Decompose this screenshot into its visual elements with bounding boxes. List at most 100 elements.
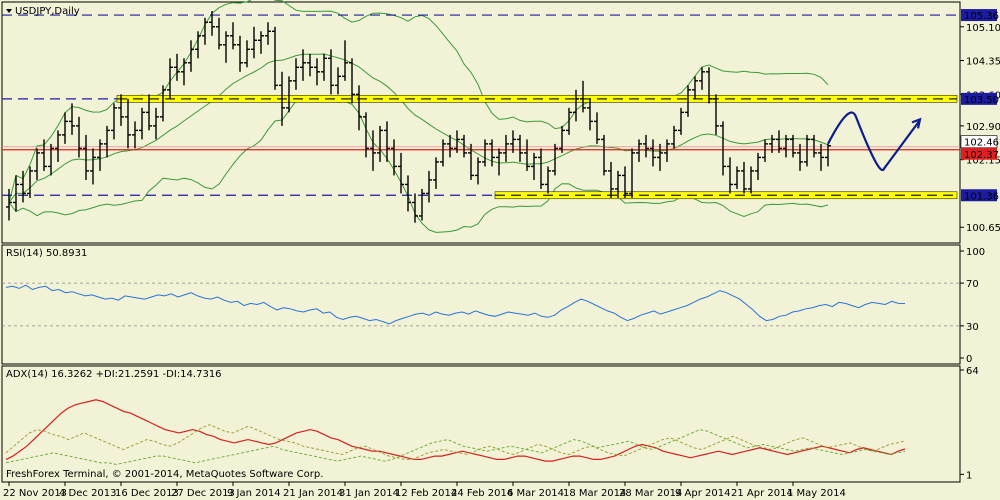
adx-title: ADX(14) 16.3262 +DI:21.2591 -DI:14.7316 xyxy=(6,369,222,380)
ohlc-bar xyxy=(545,166,551,194)
rsi-tick-label: 0 xyxy=(966,354,972,365)
ohlc-bar xyxy=(454,130,460,153)
x-tick-label: 21 Jan 2014 xyxy=(283,488,343,499)
ohlc-bar xyxy=(685,85,691,117)
ohlc-bar xyxy=(825,143,831,167)
ohlc-bar xyxy=(587,98,593,131)
ohlc-bar xyxy=(90,148,96,185)
ohlc-bar xyxy=(748,166,754,194)
ohlc-bar xyxy=(258,31,264,54)
ohlc-bar xyxy=(818,143,824,171)
ohlc-bar xyxy=(174,53,180,81)
ohlc-bar xyxy=(293,58,299,90)
price-label: 102.46 xyxy=(964,138,999,149)
ohlc-bar xyxy=(727,157,733,194)
ohlc-bar xyxy=(594,112,600,144)
ohlc-bar xyxy=(244,40,250,68)
ohlc-bar xyxy=(363,112,369,158)
ohlc-bar xyxy=(349,58,355,104)
x-tick-label: 9 Jan 2014 xyxy=(227,488,281,499)
ohlc-bar xyxy=(517,134,523,162)
ohlc-bar xyxy=(629,148,635,198)
ohlc-bar xyxy=(706,67,712,104)
ohlc-bar xyxy=(734,166,740,189)
x-tick-label: 21 Apr 2014 xyxy=(731,488,793,499)
ohlc-bar xyxy=(335,67,341,95)
ohlc-bar xyxy=(678,107,684,135)
ohlc-bar xyxy=(125,98,131,149)
ohlc-bar xyxy=(370,130,376,171)
ohlc-bar xyxy=(328,49,334,95)
ohlc-bar xyxy=(608,161,614,198)
ohlc-bar xyxy=(139,107,145,140)
y-tick-label: 102.90 xyxy=(966,122,1000,133)
ohlc-bar xyxy=(76,116,82,158)
x-tick-label: 28 Mar 2014 xyxy=(619,488,682,499)
adx-tick-label: 1 xyxy=(966,470,972,481)
y-tick-label: 100.65 xyxy=(966,223,1000,234)
ohlc-bar xyxy=(20,170,26,203)
ohlc-bar xyxy=(118,94,124,126)
rsi-tick-label: 70 xyxy=(966,279,979,290)
chart-title: USDJPY,Daily xyxy=(15,6,80,17)
ohlc-bar xyxy=(783,134,789,158)
x-tick-label: 6 Mar 2014 xyxy=(507,488,564,499)
x-tick-label: 22 Nov 2013 xyxy=(3,488,67,499)
ohlc-bar xyxy=(559,125,565,153)
ohlc-bar xyxy=(104,125,110,158)
ohlc-bar xyxy=(769,134,775,153)
y-tick-label: 104.35 xyxy=(966,57,1000,68)
rsi-line xyxy=(5,284,906,325)
projection-path xyxy=(827,111,920,172)
ohlc-bar xyxy=(300,49,306,81)
ohlc-bar xyxy=(447,134,453,158)
ohlc-bar xyxy=(426,170,432,203)
ohlc-bar xyxy=(27,166,33,198)
ohlc-bar xyxy=(398,152,404,194)
x-tick-label: 12 Feb 2014 xyxy=(395,488,457,499)
ohlc-bar xyxy=(636,139,642,162)
ohlc-bar xyxy=(237,35,243,72)
plus-di-line xyxy=(5,424,906,460)
ohlc-bar xyxy=(216,17,222,50)
ohlc-bar xyxy=(356,85,362,131)
panel-frame-2 xyxy=(1,244,961,365)
price-label: 105.36 xyxy=(964,11,999,22)
ohlc-bar xyxy=(643,134,649,158)
x-tick-label: 4 Dec 2013 xyxy=(59,488,117,499)
projection-arrowhead xyxy=(911,117,922,129)
ohlc-bar xyxy=(566,107,572,135)
price-label-box xyxy=(961,9,997,22)
ohlc-bar xyxy=(538,148,544,189)
ohlc-bar xyxy=(489,139,495,167)
ohlc-bar xyxy=(811,134,817,158)
ohlc-bar xyxy=(265,22,271,45)
adx-line xyxy=(5,399,906,462)
ohlc-bar xyxy=(34,148,40,180)
ohlc-bar xyxy=(650,139,656,167)
x-tick-label: 1 May 2014 xyxy=(787,488,846,499)
ohlc-bar xyxy=(615,170,621,198)
ohlc-bar xyxy=(713,94,719,135)
rsi-tick-label: 30 xyxy=(966,322,979,333)
rsi-title: RSI(14) 50.8931 xyxy=(6,248,87,259)
ohlc-bar xyxy=(188,40,194,72)
ohlc-bar xyxy=(181,58,187,86)
x-tick-label: 27 Dec 2013 xyxy=(171,488,235,499)
x-tick-label: 24 Feb 2014 xyxy=(451,488,513,499)
ohlc-bar xyxy=(776,130,782,153)
price-label: 103.50 xyxy=(964,95,999,106)
price-label-box xyxy=(961,92,997,105)
ohlc-bar xyxy=(321,53,327,81)
adx-tick-label: 64 xyxy=(966,366,979,377)
ohlc-bar xyxy=(657,143,663,171)
ohlc-bar xyxy=(755,152,761,180)
ohlc-bar xyxy=(762,139,768,162)
ohlc-bar xyxy=(153,107,159,140)
ohlc-bar xyxy=(6,188,12,221)
ohlc-bar xyxy=(195,31,201,59)
ohlc-bar xyxy=(461,134,467,158)
ohlc-bar xyxy=(622,166,628,198)
